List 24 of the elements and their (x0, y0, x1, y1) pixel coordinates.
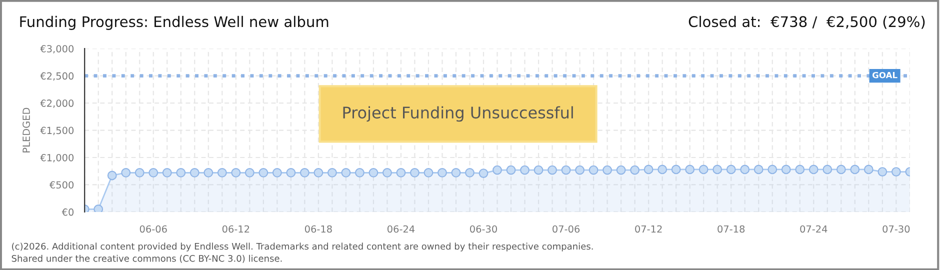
y-tick-label: €3,000 (40, 45, 74, 54)
chart-subtitle: Closed at: €738 / €2,500 (29%) (688, 16, 925, 29)
x-tick-label: 07-06 (552, 225, 580, 233)
chart-title: Funding Progress: Endless Well new album (20, 16, 328, 30)
y-tick-label: €1,500 (40, 126, 74, 136)
y-tick-label: €500 (49, 181, 74, 189)
x-tick-label: 07-24 (800, 225, 828, 233)
y-axis-title: PLEDGED (22, 108, 30, 152)
x-tick-label: 06-06 (140, 225, 167, 233)
y-tick-label: €0 (62, 208, 74, 216)
y-tick-label: €1,000 (40, 154, 74, 162)
y-tick-label: €2,500 (40, 72, 74, 81)
ref-line-label: GOAL (872, 72, 898, 78)
x-tick-label: 07-18 (718, 225, 745, 233)
x-tick-label: 06-30 (470, 225, 497, 233)
text: (c)2026. Additional content provided by Endless Well. Trademarks and related content are owned by their respective companies. (12, 242, 593, 252)
annotation: Project Funding Unsuccessful (343, 106, 573, 122)
y-tick-label: €2,000 (40, 100, 74, 108)
x-tick-label: 07-12 (635, 225, 662, 233)
text: Shared under the creative commons (CC BY-NC 3.0) license. (12, 254, 282, 263)
x-tick-label: 06-24 (387, 225, 415, 233)
x-tick-label: 06-18 (304, 225, 332, 233)
x-tick-label: 07-30 (882, 225, 910, 233)
x-tick-label: 06-12 (222, 225, 250, 233)
